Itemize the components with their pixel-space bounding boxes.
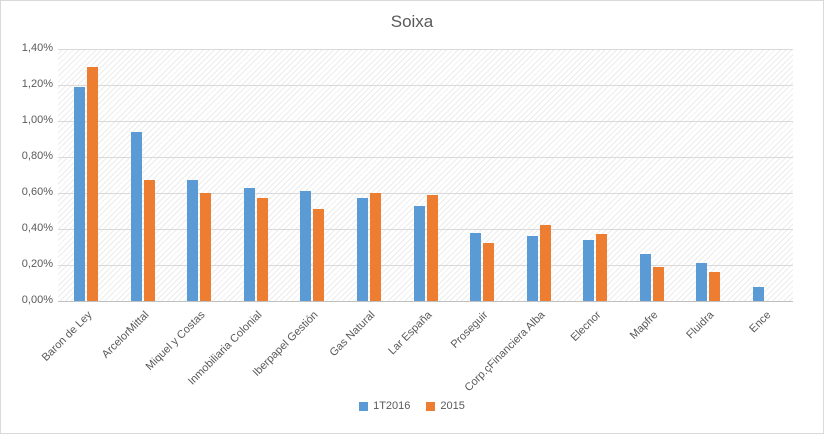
x-tick-label: Miquel y Costas [143,309,208,373]
bar-2015-Miquel y Costas [200,193,211,301]
bar-1T2016-Lar España [414,206,425,301]
x-axis-line [58,301,793,302]
legend-label: 1T2016 [373,400,411,412]
x-tick-label: Fluidra [684,309,717,342]
legend: 1T2016 2015 [1,400,823,412]
y-tick-label: 0,60% [21,186,53,198]
legend-item-2015: 2015 [426,400,465,412]
bar-2015-Lar España [427,195,438,301]
bar-1T2016-Iberpapel Gestión [300,191,311,301]
bar-1T2016-Fluidra [696,263,707,301]
x-tick-label: Inmobiliaria Colonial [185,309,265,388]
x-tick-label: Gas Natural [327,309,378,359]
bar-1T2016-Corp.çFinanciera Alba [527,236,538,301]
legend-item-1T2016: 1T2016 [359,400,410,412]
x-tick-label: Iberpapel Gestión [250,309,321,379]
bar-1T2016-Ence [753,287,764,301]
gridline [58,193,793,194]
x-tick-label: ArcelorMittal [99,309,152,361]
bar-2015-Fluidra [709,272,720,301]
bar-2015-ArcelorMittal [144,180,155,301]
y-tick-label: 1,40% [21,42,53,54]
plot-area [58,49,793,302]
y-tick-label: 0,20% [21,258,53,270]
bar-2015-Iberpapel Gestión [313,209,324,301]
bar-2015-Gas Natural [370,193,381,301]
bar-1T2016-Gas Natural [357,198,368,301]
y-tick-label: 1,20% [21,78,53,90]
bar-2015-Mapfre [653,267,664,301]
bar-1T2016-Miquel y Costas [187,180,198,301]
bar-1T2016-Mapfre [640,254,651,301]
x-tick-label: Baron de Ley [39,309,95,364]
y-tick-label: 1,00% [21,114,53,126]
gridline [58,229,793,230]
x-tick-label: Ence [747,309,774,336]
legend-swatch-icon [359,401,369,411]
gridline [58,49,793,50]
x-tick-label: Corp.çFinanciera Alba [462,309,548,395]
x-tick-label: Elecnor [568,309,604,344]
bar-2015-Inmobiliaria Colonial [257,198,268,301]
x-tick-label: Mapfre [627,309,661,342]
gridline [58,121,793,122]
x-tick-label: Lar España [386,309,435,358]
bar-1T2016-ArcelorMittal [131,132,142,301]
bar-2015-Elecnor [596,234,607,301]
bar-2015-Corp.çFinanciera Alba [540,225,551,301]
chart-title: Soixa [390,12,434,31]
y-tick-label: 0,80% [21,150,53,162]
x-tick-label: Proseguir [448,309,491,351]
bar-2015-Proseguir [483,243,494,301]
y-tick-label: 0,40% [21,222,53,234]
bar-1T2016-Inmobiliaria Colonial [244,188,255,301]
y-tick-label: 0,00% [21,294,53,306]
bar-1T2016-Elecnor [583,240,594,301]
bar-1T2016-Proseguir [470,233,481,301]
gridline [58,265,793,266]
legend-label: 2015 [440,400,465,412]
gridline [58,157,793,158]
bar-2015-Baron de Ley [87,67,98,301]
legend-swatch-icon [426,401,436,411]
bar-1T2016-Baron de Ley [74,87,85,301]
gridline [58,85,793,86]
